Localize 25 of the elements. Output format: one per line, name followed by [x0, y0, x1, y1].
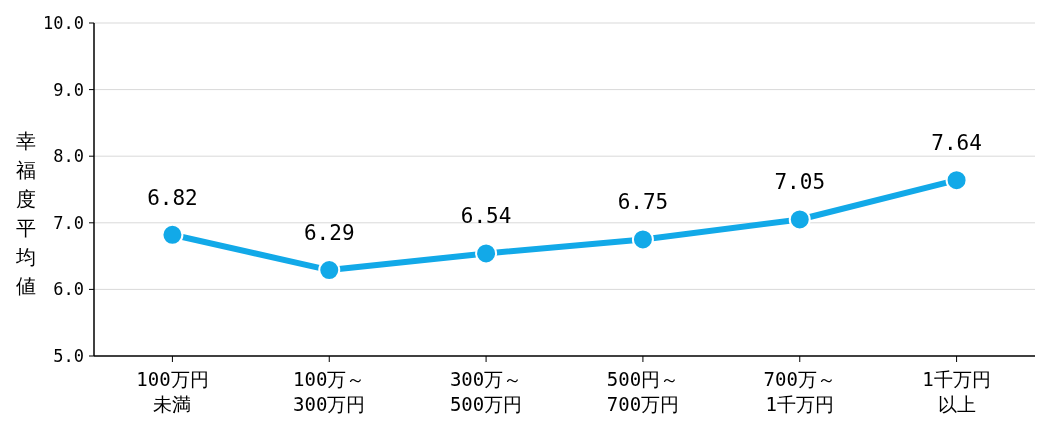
x-tick-label: 700万～1千万円	[763, 368, 836, 415]
y-tick-label: 8.0	[53, 146, 84, 167]
y-axis-title: 幸福度平均値	[15, 128, 36, 298]
data-label: 6.54	[460, 204, 512, 229]
x-tick-label: 500円～700万円	[606, 368, 680, 415]
x-tick-label: 100万～300万円	[293, 368, 366, 415]
point	[161, 223, 184, 246]
data-label: 6.75	[617, 190, 669, 215]
point	[945, 169, 968, 192]
point	[788, 208, 811, 231]
data-label: 7.64	[931, 131, 982, 156]
x-tick-label: 100万円未満	[136, 368, 209, 415]
x-tick-label: 300万～500万円	[449, 368, 523, 415]
x-tick-label: 1千万円以上	[922, 368, 991, 415]
y-tick-label: 7.0	[53, 212, 84, 233]
y-tick-label: 6.0	[53, 279, 84, 300]
data-label: 7.05	[774, 170, 826, 195]
data-label: 6.82	[147, 185, 198, 210]
y-tick-label: 9.0	[53, 79, 84, 100]
point	[631, 228, 654, 251]
y-tick-label: 5.0	[53, 346, 84, 366]
data-label: 6.29	[303, 221, 355, 246]
point	[318, 259, 341, 282]
y-tick-label: 10.0	[43, 13, 84, 33]
point	[475, 242, 498, 265]
